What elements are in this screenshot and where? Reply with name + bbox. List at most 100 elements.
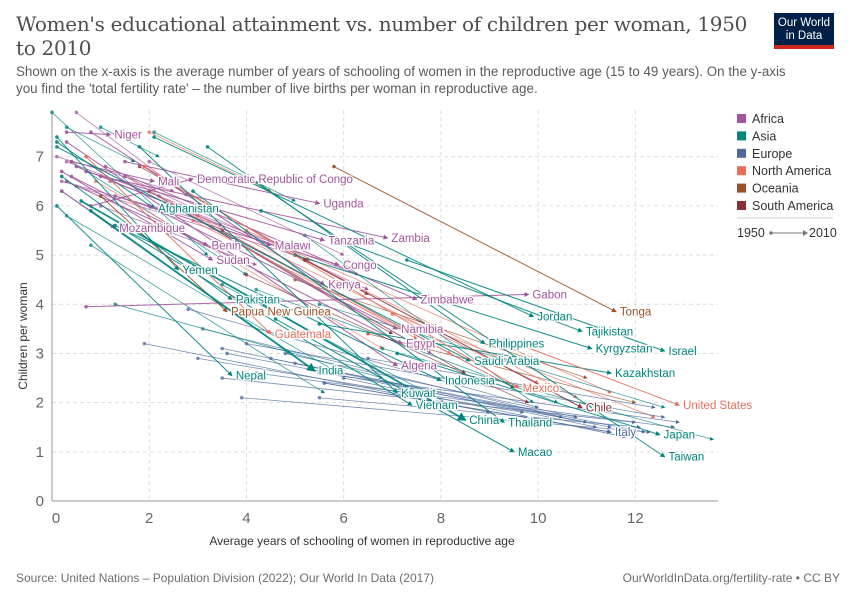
label-japan: Japan xyxy=(664,430,695,442)
series-tonga xyxy=(332,164,617,313)
series-start-point xyxy=(152,130,156,134)
series-line xyxy=(397,352,661,436)
series-uganda xyxy=(123,159,321,206)
series-line xyxy=(100,205,257,266)
series-line xyxy=(207,146,486,345)
label-tonga: Tonga xyxy=(620,307,652,319)
label-nepal: Nepal xyxy=(236,371,266,383)
x-tick-label: 6 xyxy=(340,510,348,527)
labeled-series-layer xyxy=(55,130,681,458)
chart-subtitle: Shown on the x-axis is the average numbe… xyxy=(16,64,786,96)
series-line xyxy=(144,166,520,389)
series-europe xyxy=(283,351,578,419)
label-kenya: Kenya xyxy=(328,280,361,292)
label-zimbabwe: Zimbabwe xyxy=(421,294,474,306)
series-start-point xyxy=(98,194,103,198)
legend-time-dot xyxy=(769,231,773,235)
series-line xyxy=(367,357,656,409)
series-line xyxy=(221,230,515,389)
series-line xyxy=(66,180,209,246)
series-start-point xyxy=(302,258,307,262)
legend-label-europe: Europe xyxy=(752,147,792,161)
y-axis-title: Children per woman xyxy=(16,282,30,389)
label-jordan: Jordan xyxy=(537,312,572,324)
series-line xyxy=(304,259,583,409)
series-start-point xyxy=(74,110,79,115)
label-kuwait: Kuwait xyxy=(401,388,436,400)
series-egypt xyxy=(69,174,403,345)
series-start-point xyxy=(98,125,103,130)
label-kazakhstan: Kazakhstan xyxy=(615,368,675,380)
series-line xyxy=(80,200,467,421)
legend-swatch-oceania xyxy=(737,183,746,193)
source-link[interactable]: OurWorldInData.org/fertility-rate • CC B… xyxy=(622,571,840,585)
y-tick-label: 7 xyxy=(36,149,44,166)
label-kyrgyzstan: Kyrgyzstan xyxy=(596,344,653,356)
series-line xyxy=(285,353,578,419)
series-start-point xyxy=(84,304,88,309)
label-pakistan: Pakistan xyxy=(236,294,280,306)
series-start-point xyxy=(220,346,224,351)
series-start-point xyxy=(137,145,142,149)
series-line xyxy=(66,141,398,367)
series-start-point xyxy=(137,164,142,169)
label-indonesia: Indonesia xyxy=(445,376,495,388)
legend-label-africa: Africa xyxy=(752,112,784,126)
series-start-point xyxy=(59,189,64,193)
series-start-point xyxy=(395,351,399,356)
legend-label-oceania: Oceania xyxy=(752,182,799,196)
y-tick-label: 4 xyxy=(36,296,44,313)
label-taiwan: Taiwan xyxy=(669,452,705,464)
series-start-point xyxy=(74,164,79,169)
y-tick-label: 5 xyxy=(36,247,44,264)
series-start-point xyxy=(157,194,161,198)
legend-label-south-america: South America xyxy=(752,199,833,213)
series-start-point xyxy=(147,204,152,208)
series-start-point xyxy=(123,228,127,233)
legend-swatch-south-america xyxy=(737,201,746,210)
y-tick-label: 1 xyxy=(36,444,44,461)
label-benin: Benin xyxy=(212,240,241,252)
label-namibia: Namibia xyxy=(401,324,444,336)
series-start-point xyxy=(317,302,322,307)
series-europe xyxy=(186,307,539,409)
unlabeled-series-layer xyxy=(50,110,714,441)
series-start-point xyxy=(69,174,74,179)
label-afghanistan: Afghanistan xyxy=(158,203,219,215)
label-thailand: Thailand xyxy=(508,417,552,429)
series-start-point xyxy=(196,356,200,361)
series-start-point xyxy=(341,376,346,380)
series-yemen xyxy=(55,135,180,271)
x-tick-label: 12 xyxy=(627,510,644,527)
series-line xyxy=(319,303,666,409)
owid-logo[interactable]: Our World in Data xyxy=(774,13,834,49)
label-tanzania: Tanzania xyxy=(328,235,375,247)
series-start-point xyxy=(55,135,59,139)
series-line xyxy=(76,166,272,247)
series-asia xyxy=(152,130,296,202)
series-philippines xyxy=(205,145,486,345)
series-line xyxy=(124,161,321,206)
series-line xyxy=(90,210,316,372)
series-start-point xyxy=(64,159,69,164)
legend-swatch-north-america xyxy=(737,166,746,176)
series-start-point xyxy=(59,174,64,179)
series-line xyxy=(406,259,666,353)
series-start-point xyxy=(317,371,322,375)
series-start-point xyxy=(55,154,59,159)
series-vietnam xyxy=(123,228,413,406)
series-start-point xyxy=(55,140,59,144)
legend-time-end: 2010 xyxy=(809,226,837,240)
series-line xyxy=(66,131,112,137)
series-start-point xyxy=(55,204,59,208)
label-mexico: Mexico xyxy=(523,383,559,395)
series-start-point xyxy=(113,194,117,198)
series-europe xyxy=(196,356,525,414)
series-line xyxy=(153,131,296,202)
series-line xyxy=(324,382,613,434)
series-start-point xyxy=(89,209,93,213)
series-tajikistan xyxy=(259,209,583,333)
series-line xyxy=(115,303,384,380)
series-start-point xyxy=(273,317,278,321)
